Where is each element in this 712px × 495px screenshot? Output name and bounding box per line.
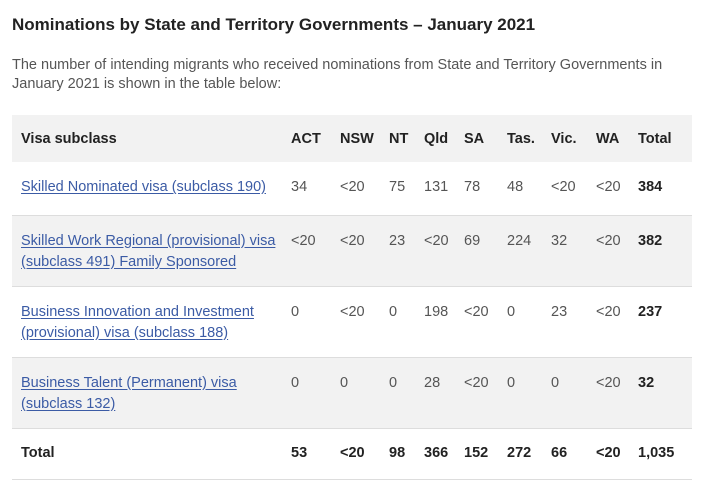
cell-nsw: <20 — [340, 179, 365, 195]
total-row: Total 53 <20 98 366 152 272 66 <20 1,035 — [12, 428, 692, 479]
header-nt: NT — [389, 130, 409, 147]
header-visa-subclass: Visa subclass — [21, 130, 117, 147]
total-total: 1,035 — [638, 445, 675, 461]
cell-act: <20 — [291, 232, 316, 249]
header-sa: SA — [464, 130, 485, 147]
cell-tas: 48 — [507, 179, 524, 195]
header-act: ACT — [291, 130, 321, 147]
table-row: Skilled Nominated visa (subclass 190) 34… — [12, 162, 692, 215]
header-wa: WA — [596, 130, 620, 147]
total-label: Total — [21, 445, 55, 461]
cell-total: 384 — [638, 179, 663, 195]
cell-qld: 198 — [424, 303, 449, 320]
total-sa: 152 — [464, 445, 489, 461]
cell-nt: 0 — [389, 374, 398, 391]
total-nt: 98 — [389, 445, 406, 461]
cell-total: 32 — [638, 374, 655, 391]
cell-qld: 131 — [424, 179, 449, 195]
cell-nt: 75 — [389, 179, 406, 195]
table-row: Business Innovation and Investment (prov… — [12, 286, 692, 357]
cell-sa: <20 — [464, 374, 489, 391]
cell-wa: <20 — [596, 374, 621, 391]
visa-link-subclass-190[interactable]: Skilled Nominated visa (subclass 190) — [21, 179, 266, 195]
table-header-row: Visa subclass ACT NSW NT Qld SA Tas. Vic… — [12, 115, 692, 162]
cell-nsw: <20 — [340, 303, 365, 320]
cell-sa: 69 — [464, 232, 481, 249]
total-tas: 272 — [507, 445, 532, 461]
cell-vic: 32 — [551, 232, 568, 249]
cell-sa: 78 — [464, 179, 481, 195]
cell-wa: <20 — [596, 232, 621, 249]
cell-act: 34 — [291, 179, 308, 195]
visa-cell: Skilled Nominated visa (subclass 190) — [12, 162, 289, 215]
cell-vic: <20 — [551, 179, 576, 195]
visa-cell: Business Innovation and Investment (prov… — [12, 286, 289, 357]
cell-vic: 0 — [551, 374, 560, 391]
cell-total: 382 — [638, 232, 663, 249]
header-nsw: NSW — [340, 130, 374, 147]
cell-wa: <20 — [596, 179, 621, 195]
cell-nt: 0 — [389, 303, 398, 320]
cell-nsw: 0 — [340, 374, 349, 391]
total-act: 53 — [291, 445, 308, 461]
total-qld: 366 — [424, 445, 449, 461]
total-wa: <20 — [596, 445, 621, 461]
visa-cell: Business Talent (Permanent) visa (subcla… — [12, 357, 289, 428]
cell-vic: 23 — [551, 303, 568, 320]
visa-link-subclass-188[interactable]: Business Innovation and Investment (prov… — [21, 303, 254, 341]
header-vic: Vic. — [551, 130, 577, 147]
cell-total: 237 — [638, 303, 663, 320]
table-row: Business Talent (Permanent) visa (subcla… — [12, 357, 692, 428]
intro-paragraph: The number of intending migrants who rec… — [12, 57, 663, 92]
header-tas: Tas. — [507, 130, 535, 147]
page: Nominations by State and Territory Gover… — [12, 15, 692, 480]
total-nsw: <20 — [340, 445, 365, 461]
cell-act: 0 — [291, 374, 300, 391]
total-vic: 66 — [551, 445, 568, 461]
cell-tas: 224 — [507, 232, 532, 249]
nominations-table: Visa subclass ACT NSW NT Qld SA Tas. Vic… — [12, 115, 692, 480]
cell-sa: <20 — [464, 303, 489, 320]
header-qld: Qld — [424, 130, 449, 147]
cell-act: 0 — [291, 303, 300, 320]
page-title: Nominations by State and Territory Gover… — [12, 15, 536, 34]
table-row: Skilled Work Regional (provisional) visa… — [12, 215, 692, 286]
cell-nt: 23 — [389, 232, 406, 249]
cell-qld: 28 — [424, 374, 441, 391]
visa-cell: Skilled Work Regional (provisional) visa… — [12, 215, 289, 286]
visa-link-subclass-491[interactable]: Skilled Work Regional (provisional) visa… — [21, 232, 276, 270]
cell-qld: <20 — [424, 232, 449, 249]
cell-tas: 0 — [507, 374, 516, 391]
cell-wa: <20 — [596, 303, 621, 320]
visa-link-subclass-132[interactable]: Business Talent (Permanent) visa (subcla… — [21, 374, 237, 412]
cell-tas: 0 — [507, 303, 516, 320]
cell-nsw: <20 — [340, 232, 365, 249]
header-total: Total — [638, 130, 672, 147]
